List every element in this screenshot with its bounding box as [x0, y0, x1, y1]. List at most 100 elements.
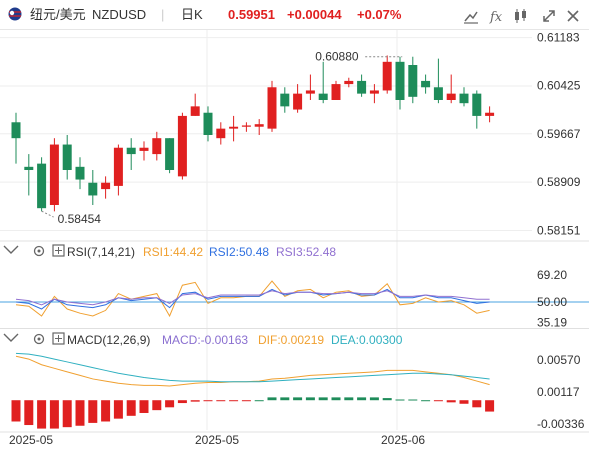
settings-icon[interactable] — [33, 245, 45, 257]
macd-bar — [152, 400, 162, 411]
symbol-name[interactable]: 纽元/美元 — [30, 7, 86, 22]
header-divider: | — [161, 7, 165, 22]
low-marker-line — [41, 210, 54, 218]
macd-bar — [433, 400, 443, 402]
candle-body — [190, 106, 200, 116]
macd-axis: 0.00570 0.00117 -0.00336 — [537, 353, 585, 431]
price-axis: 0.61183 0.60425 0.59667 0.58909 0.58151 — [537, 30, 581, 237]
macd-bar — [344, 397, 354, 401]
candle-body — [62, 144, 72, 170]
candle-body — [37, 163, 47, 209]
macd-bar — [165, 400, 175, 408]
timeframe-selector[interactable]: 日K — [181, 7, 203, 22]
candle-body — [126, 147, 136, 155]
macd-title: MACD(12,26,9) — [67, 333, 150, 347]
dea-value: DEA:0.00300 — [331, 333, 403, 347]
rsi-lines — [0, 280, 589, 318]
candle-body — [139, 147, 149, 151]
candle-body — [280, 93, 290, 107]
indicator-toggle-icon[interactable] — [52, 332, 65, 345]
candle-body — [395, 61, 405, 100]
macd-bar — [254, 400, 264, 402]
settings-icon[interactable] — [33, 333, 45, 345]
candle-type-icon[interactable] — [511, 7, 529, 25]
macd-bar — [113, 400, 123, 419]
rsi1-value: RSI1:44.42 — [143, 245, 203, 259]
macd-bar — [229, 400, 239, 402]
candle-body — [357, 80, 367, 94]
high-price-label: 0.60880 — [315, 50, 359, 64]
macd-bar — [62, 400, 72, 428]
indicator-toggle-icon[interactable] — [52, 244, 65, 257]
candle-body — [472, 93, 482, 116]
macd-bar — [177, 400, 187, 404]
price-tick-label: 0.59667 — [537, 127, 581, 141]
macd-bar — [11, 400, 21, 422]
macd-bar — [280, 397, 290, 401]
price-tick-label: 0.61183 — [537, 30, 580, 44]
candle-body — [165, 138, 175, 170]
macd-tick-label: 0.00117 — [537, 385, 580, 399]
candle-body — [331, 84, 341, 100]
macd-bar — [88, 400, 98, 423]
close-icon[interactable] — [564, 7, 582, 25]
candle-body — [305, 90, 315, 94]
symbol-code[interactable]: NZDUSD — [92, 7, 147, 22]
candle-body — [446, 93, 456, 100]
candle-body — [254, 124, 264, 127]
candle-body — [203, 112, 213, 135]
macd-bar — [408, 399, 418, 401]
indicator-icon[interactable]: fx — [487, 7, 505, 25]
rsi-line-rsi1 — [15, 280, 490, 318]
candle-body — [485, 112, 495, 116]
rsi-tick-label: 35.19 — [537, 316, 567, 330]
price-tick-label: 0.58151 — [537, 223, 581, 237]
time-tick-label: 2025-05 — [9, 433, 53, 447]
macd-plot — [11, 352, 495, 429]
rsi2-value: RSI2:50.48 — [209, 245, 269, 259]
candle-body — [88, 182, 98, 196]
collapse-icon[interactable] — [3, 333, 19, 342]
candle-body — [293, 93, 303, 110]
candle-body — [241, 125, 251, 127]
candle-body — [177, 115, 187, 177]
time-tick-label: 2025-05 — [195, 433, 239, 447]
collapse-icon[interactable] — [3, 245, 19, 254]
macd-bar — [459, 400, 469, 404]
chart-settings-icon[interactable] — [462, 7, 480, 25]
last-price: 0.59951 — [228, 7, 275, 22]
rsi3-value: RSI3:52.48 — [276, 245, 336, 259]
flag-icon — [6, 7, 24, 25]
candle-body — [421, 80, 431, 88]
rsi-title: RSI(7,14,21) — [67, 245, 135, 259]
low-price-label: 0.58454 — [58, 212, 102, 226]
macd-bar — [267, 397, 277, 401]
candle-body — [318, 93, 328, 100]
macd-bar — [472, 400, 482, 408]
macd-bar — [485, 400, 495, 412]
chart-canvas[interactable]: 0.61183 0.60425 0.59667 0.58909 0.58151 0.60… — [0, 30, 589, 452]
rsi-axis: 69.20 50.00 35.19 — [537, 268, 567, 330]
macd-bar — [446, 400, 456, 403]
macd-bar — [203, 400, 213, 402]
grid — [0, 30, 589, 433]
candle-body — [433, 87, 443, 100]
macd-tick-label: 0.00570 — [537, 353, 581, 367]
candle-body — [216, 128, 226, 139]
time-axis: 2025-05 2025-05 2025-06 — [9, 433, 425, 447]
expand-icon[interactable] — [540, 7, 558, 25]
rsi-line-rsi2 — [15, 288, 490, 310]
svg-text:fx: fx — [489, 10, 503, 25]
candle-body — [408, 65, 418, 97]
candles — [11, 55, 495, 212]
rsi-tick-label: 50.00 — [537, 295, 567, 309]
candle-body — [459, 93, 469, 104]
macd-bar — [139, 400, 149, 413]
candle-body — [229, 126, 239, 129]
candle-body — [369, 90, 379, 94]
macd-bar — [241, 400, 251, 402]
macd-bar — [318, 397, 328, 401]
macd-bar — [369, 397, 379, 401]
macd-legend: MACD(12,26,9) MACD:-0.00163 DIF:0.00219 … — [3, 332, 403, 347]
macd-bar — [357, 397, 367, 401]
